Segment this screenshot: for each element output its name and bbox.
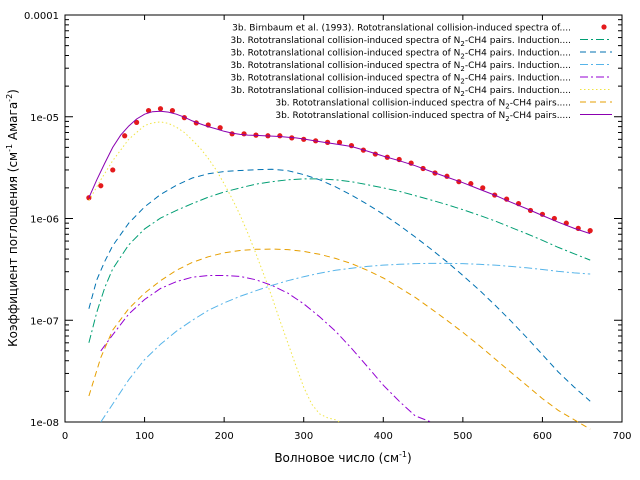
x-axis-ticks: 0 100 200 300 400 500 600 700 bbox=[62, 15, 632, 442]
y-tick-label: 0.0001 bbox=[24, 11, 59, 22]
x-tick-label: 100 bbox=[135, 431, 154, 442]
legend-label: 3b. Birnbaum et al. (1993). Rototranslat… bbox=[232, 24, 571, 34]
series-line-5 bbox=[100, 275, 432, 423]
x-tick-label: 600 bbox=[533, 431, 552, 442]
data-point-series-1 bbox=[336, 139, 343, 145]
x-tick-label: 700 bbox=[612, 431, 631, 442]
legend-label: 3b. Rototranslational collision-induced … bbox=[231, 49, 571, 61]
series-line-2 bbox=[88, 178, 591, 343]
x-tick-label: 500 bbox=[453, 431, 472, 442]
series-line-7 bbox=[88, 248, 591, 430]
series-line-8 bbox=[88, 110, 591, 235]
data-point-series-1 bbox=[169, 107, 176, 114]
data-point-series-1 bbox=[145, 107, 152, 114]
y-axis-label: Коэффициент поглощения (см-1 Амага-2) bbox=[5, 89, 20, 347]
data-point-series-1 bbox=[217, 125, 223, 131]
legend-label: 3b. Rototranslational collision-induced … bbox=[231, 74, 571, 86]
legend-label: 3b. Rototranslational collision-induced … bbox=[231, 61, 571, 73]
data-point-series-1 bbox=[277, 133, 283, 139]
legend-swatch bbox=[601, 24, 607, 30]
y-axis-label-sup-2: -2 bbox=[5, 94, 14, 102]
x-tick-label: 0 bbox=[62, 431, 68, 442]
series-line-6 bbox=[88, 121, 340, 423]
data-point-series-1 bbox=[587, 228, 593, 234]
series-line-4 bbox=[100, 262, 591, 423]
legend-label: 3b. Rototranslational collision-induced … bbox=[275, 111, 571, 123]
series-line-3 bbox=[88, 168, 591, 402]
legend-label: 3b. Rototranslational collision-induced … bbox=[231, 86, 571, 98]
data-point-series-1 bbox=[134, 119, 140, 125]
data-point-series-1 bbox=[122, 133, 128, 139]
data-point-series-1 bbox=[157, 106, 164, 112]
legend-label: 3b. Rototranslational collision-induced … bbox=[275, 99, 571, 111]
y-tick-label: 1e-07 bbox=[30, 316, 59, 327]
data-point-series-1 bbox=[98, 183, 104, 189]
x-tick-label: 400 bbox=[374, 431, 393, 442]
data-point-series-1 bbox=[110, 167, 116, 173]
y-axis-ticks: 1e-08 1e-07 1e-06 1e-05 0.0001 bbox=[24, 11, 622, 429]
legend: 3b. Birnbaum et al. (1993). Rototranslat… bbox=[231, 24, 612, 123]
data-point-series-1 bbox=[241, 131, 247, 137]
data-point-series-1 bbox=[86, 195, 92, 201]
y-tick-label: 1e-08 bbox=[30, 418, 59, 429]
x-axis-label-superscript: -1 bbox=[399, 450, 407, 459]
legend-label: 3b. Rototranslational collision-induced … bbox=[231, 36, 571, 48]
x-tick-label: 200 bbox=[215, 431, 234, 442]
y-axis-label-mid: Амага bbox=[6, 102, 20, 144]
y-tick-label: 1e-06 bbox=[30, 215, 59, 226]
data-point-series-1 bbox=[480, 185, 486, 191]
series-layer bbox=[86, 106, 593, 430]
y-tick-label: 1e-05 bbox=[30, 113, 59, 124]
x-axis-label-tail: ) bbox=[407, 451, 412, 465]
x-axis-label: Волновое число (см-1) bbox=[274, 450, 411, 465]
x-tick-label: 300 bbox=[294, 431, 313, 442]
y-axis-label-tail: ) bbox=[6, 89, 20, 94]
y-axis-label-sup-1: -1 bbox=[5, 144, 14, 152]
